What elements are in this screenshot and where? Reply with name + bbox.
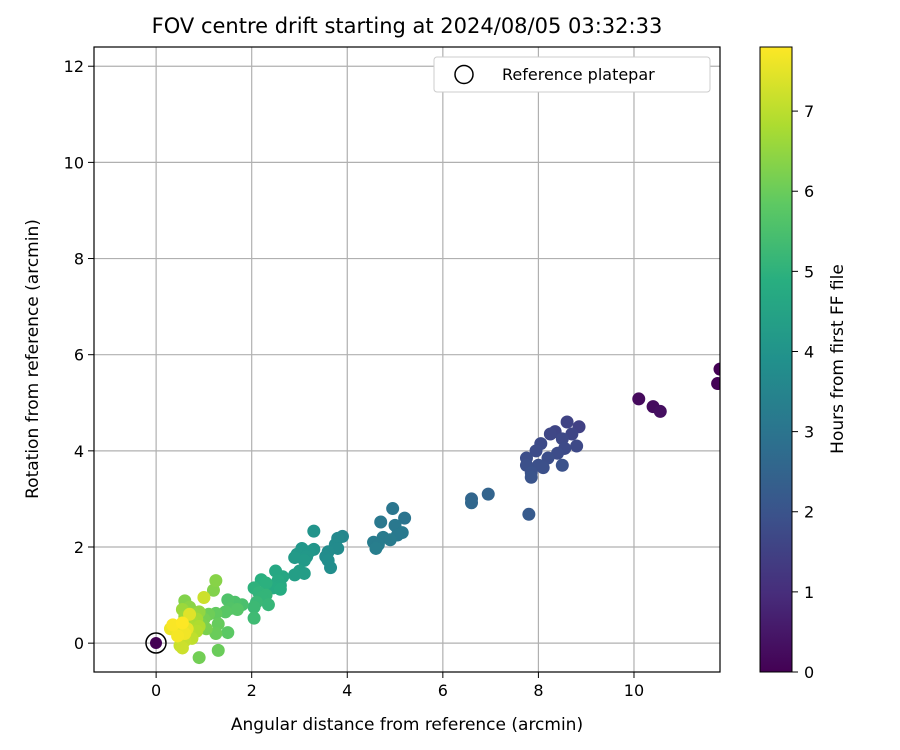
colorbar-tick-label: 7 [804, 102, 814, 121]
chart-title: FOV centre drift starting at 2024/08/05 … [152, 14, 663, 38]
y-tick-label: 2 [74, 538, 84, 557]
x-tick-label: 0 [151, 681, 161, 700]
scatter-point [218, 605, 232, 619]
scatter-point [398, 511, 412, 525]
scatter-point [374, 515, 388, 529]
colorbar-tick-label: 1 [804, 583, 814, 602]
y-tick-label: 8 [74, 250, 84, 269]
legend-box [433, 56, 711, 93]
scatter-point [481, 487, 495, 501]
scatter-point [175, 641, 189, 655]
scatter-point [653, 404, 667, 418]
colorbar-tick-label: 6 [804, 182, 814, 201]
scatter-point [211, 643, 225, 657]
scatter-point [297, 553, 311, 567]
scatter-point [713, 362, 720, 376]
scatter-point [230, 603, 244, 616]
scatter-point [175, 616, 189, 630]
scatter-point [541, 451, 555, 465]
scatter-point [543, 427, 557, 441]
colorbar-label: Hours from first FF file [828, 264, 848, 454]
x-tick-label: 10 [624, 681, 644, 700]
scatter-point [307, 524, 321, 538]
scatter-point [273, 582, 287, 596]
scatter-point [247, 600, 261, 614]
scatter-point [386, 502, 400, 516]
scatter-point [524, 470, 538, 484]
scatter-point [297, 566, 311, 580]
scatter-point [383, 533, 397, 547]
y-axis-label: Rotation from reference (arcmin) [23, 219, 43, 499]
scatter-point [259, 576, 273, 590]
colorbar-ticks: 0 1 2 3 4 5 6 7 [792, 102, 814, 682]
legend: Reference platepar [433, 56, 711, 93]
x-axis-ticks: 0 2 4 6 8 10 [151, 672, 644, 700]
colorbar-gradient [759, 46, 793, 673]
scatter-point [261, 598, 275, 612]
y-tick-label: 12 [64, 57, 84, 76]
reference-point [150, 637, 162, 649]
y-tick-label: 4 [74, 442, 84, 461]
legend-marker-icon [454, 64, 474, 85]
legend-label: Reference platepar [502, 65, 655, 84]
x-tick-label: 4 [342, 681, 352, 700]
colorbar: 0 1 2 3 4 5 6 7 Hours from first FF file [759, 46, 848, 682]
scatter-point [324, 561, 338, 575]
colorbar-tick-label: 3 [804, 423, 814, 442]
scatter-point [221, 626, 235, 640]
x-tick-label: 2 [247, 681, 257, 700]
scatter-point [192, 651, 206, 665]
scatter-point [465, 496, 479, 510]
scatter-point [555, 458, 569, 472]
scatter-point [522, 507, 536, 521]
scatter-point [209, 574, 223, 588]
scatter-point [560, 415, 574, 429]
colorbar-tick-label: 2 [804, 503, 814, 522]
y-tick-label: 6 [74, 346, 84, 365]
scatter-point [536, 461, 550, 475]
x-axis-label: Angular distance from reference (arcmin) [231, 715, 583, 735]
scatter-point [171, 629, 185, 643]
y-tick-label: 0 [74, 634, 84, 653]
scatter-point [369, 541, 383, 555]
scatter-point [570, 439, 584, 453]
scatter-point [632, 392, 646, 406]
colorbar-tick-label: 4 [804, 342, 814, 361]
colorbar-tick-label: 5 [804, 262, 814, 281]
grid-lines [94, 47, 720, 672]
scatter-point [247, 611, 261, 625]
scatter-point [288, 568, 302, 582]
scatter-point [711, 377, 720, 391]
scatter-point [197, 590, 211, 604]
data-points [163, 362, 720, 665]
y-tick-label: 10 [64, 153, 84, 172]
y-axis-ticks: 0 2 4 6 8 10 12 [64, 57, 94, 653]
scatter-point [183, 607, 197, 621]
x-tick-label: 6 [438, 681, 448, 700]
reference-platepar-marker [145, 632, 167, 654]
x-tick-label: 8 [533, 681, 543, 700]
plot-frame [93, 46, 721, 673]
colorbar-tick-label: 0 [804, 663, 814, 682]
scatter-point [529, 444, 543, 458]
